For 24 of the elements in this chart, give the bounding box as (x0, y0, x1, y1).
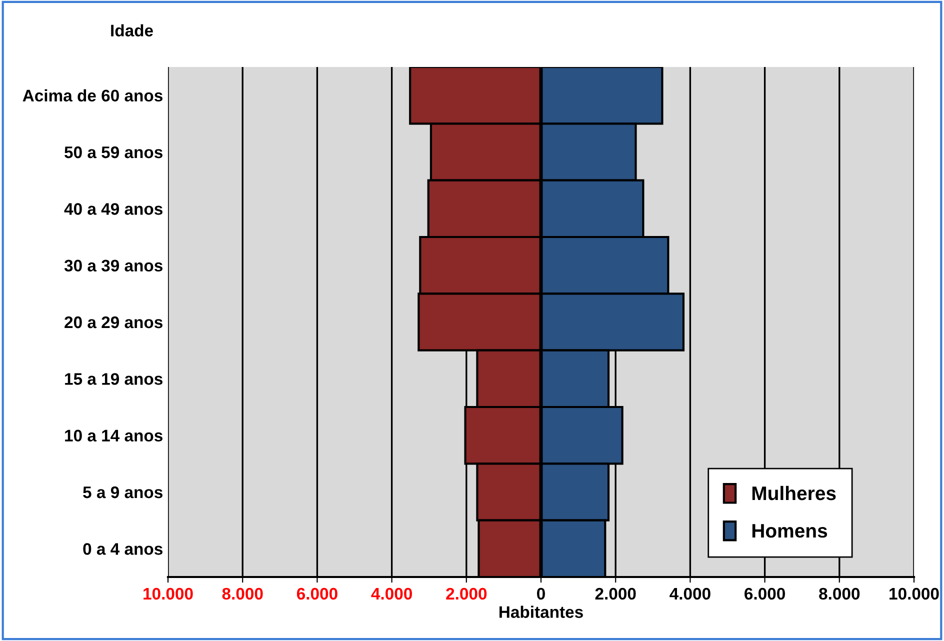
y-axis-title: Idade (111, 24, 153, 36)
y-tick-label: Acima de 60 anos (22, 89, 162, 102)
y-tick-label: 40 a 49 anos (64, 203, 162, 215)
x-tick-label: 6.000 (296, 588, 338, 600)
y-tick-label: 15 a 19 anos (65, 373, 162, 385)
y-tick-label: 0 a 4 anos (83, 543, 162, 555)
y-tick-label: 10 a 14 anos (65, 430, 162, 442)
x-axis-title: Habitantes (500, 606, 583, 618)
x-tick-label: 6.000 (744, 588, 785, 600)
x-tick-label: 2.000 (446, 588, 487, 600)
x-tick-label: 8.000 (819, 588, 860, 600)
y-tick-label: 30 a 39 anos (64, 260, 162, 272)
y-tick-label: 20 a 29 anos (64, 316, 162, 328)
x-tick-label: 4.000 (670, 588, 710, 600)
legend-label: Mulheres (752, 486, 836, 500)
x-tick-label: 4.000 (371, 588, 412, 600)
x-tick-label: 8.000 (222, 588, 263, 600)
legend-label: Homens (752, 524, 828, 538)
x-tick-label: 10.000 (890, 588, 939, 600)
y-tick-label: 50 a 59 anos (64, 146, 162, 158)
x-tick-label: 10.000 (144, 588, 193, 600)
x-tick-label: 2.000 (595, 588, 636, 600)
y-tick-label: 5 a 9 anos (83, 486, 162, 498)
x-tick-label: 0 (537, 588, 545, 600)
